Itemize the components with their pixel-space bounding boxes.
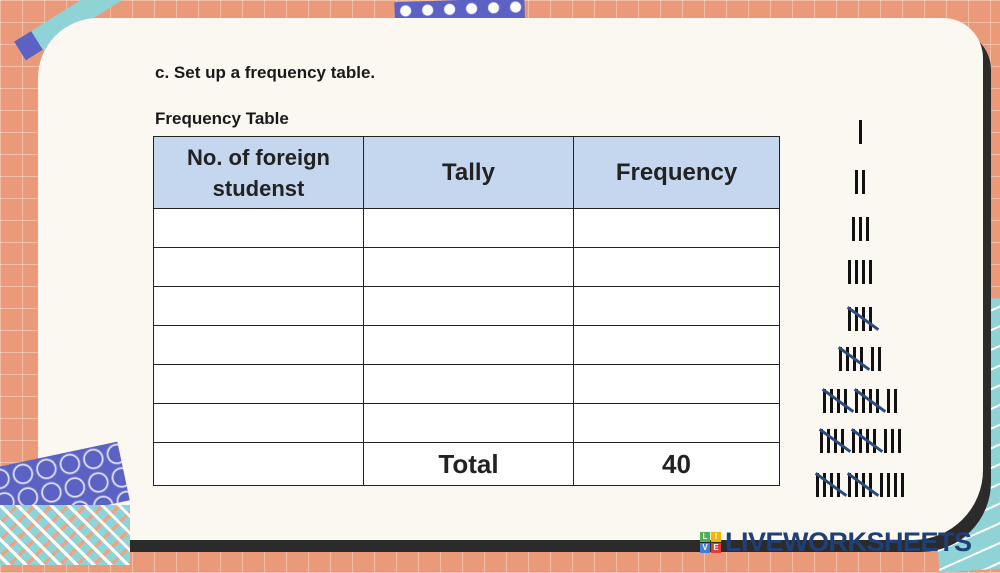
frequency-table: No. of foreign studenst Tally Frequency … (153, 136, 780, 486)
table-cell[interactable] (363, 364, 574, 404)
tally-mark-3 (790, 217, 930, 241)
table-row (153, 208, 780, 248)
tally-group (837, 346, 871, 371)
table-row (153, 325, 780, 365)
tally-mark-7 (790, 346, 930, 371)
tally-group (880, 473, 904, 497)
tally-group (851, 217, 869, 241)
table-cell[interactable] (153, 403, 364, 443)
instruction-text: c. Set up a frequency table. (155, 63, 376, 82)
total-row: Total 40 (153, 442, 780, 486)
tally-group (814, 472, 848, 497)
tally-mark-2 (790, 170, 930, 194)
tally-mark-5 (790, 306, 930, 331)
logo-text: LIVEWORKSHEETS (725, 527, 972, 557)
tally-group (850, 428, 883, 453)
table-row (153, 286, 780, 326)
table-cell[interactable] (153, 286, 364, 326)
tally-mark-12 (790, 388, 930, 413)
tally-mark-4 (790, 260, 930, 284)
table-cell[interactable] (363, 208, 574, 248)
tally-group (887, 389, 897, 413)
tally-mark-14 (790, 472, 930, 497)
tally-group (883, 429, 901, 453)
tally-group (871, 347, 881, 371)
table-row (153, 403, 780, 443)
table-cell[interactable] (153, 325, 364, 365)
total-value: 40 (573, 442, 780, 486)
table-row (153, 364, 780, 404)
table-cell[interactable] (153, 364, 364, 404)
table-cell[interactable] (573, 403, 780, 443)
tally-group (855, 170, 865, 194)
table-cell[interactable] (153, 442, 364, 486)
tally-group (846, 306, 880, 331)
table-cell[interactable] (153, 247, 364, 287)
tally-group (818, 428, 851, 453)
table-cell[interactable] (573, 286, 780, 326)
decorative-tape (0, 505, 130, 565)
table-cell[interactable] (573, 247, 780, 287)
header-no-of-students: No. of foreign studenst (153, 136, 364, 209)
table-cell[interactable] (363, 286, 574, 326)
table-cell[interactable] (363, 247, 574, 287)
table-cell[interactable] (363, 403, 574, 443)
table-cell[interactable] (573, 208, 780, 248)
tally-mark-13 (790, 428, 930, 453)
tally-group (853, 388, 887, 413)
header-tally: Tally (363, 136, 574, 209)
table-row (153, 247, 780, 287)
tally-group (821, 388, 855, 413)
table-cell[interactable] (363, 325, 574, 365)
table-title: Frequency Table (155, 109, 289, 128)
table-cell[interactable] (573, 364, 780, 404)
tally-group (848, 260, 872, 284)
tally-group (858, 120, 862, 144)
header-frequency: Frequency (573, 136, 780, 209)
tally-mark-1 (790, 120, 930, 144)
table-cell[interactable] (573, 325, 780, 365)
tally-group (846, 472, 880, 497)
total-label: Total (363, 442, 574, 486)
table-cell[interactable] (153, 208, 364, 248)
